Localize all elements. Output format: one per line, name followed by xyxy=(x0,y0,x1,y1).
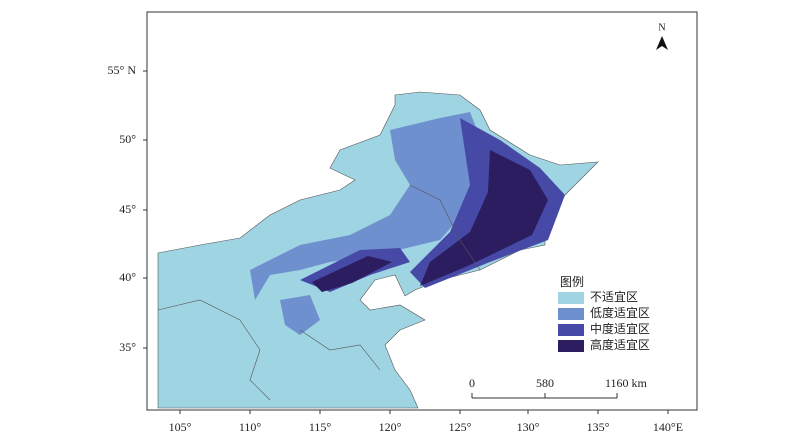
legend-swatch xyxy=(558,308,584,320)
lon-label: 125° xyxy=(449,420,472,434)
zone-high xyxy=(312,256,392,292)
lat-label: 55° N xyxy=(108,63,137,77)
legend-label: 中度适宜区 xyxy=(590,321,650,336)
lon-label: 135° xyxy=(587,420,610,434)
north-label: N xyxy=(658,22,665,33)
lon-label: 110° xyxy=(239,420,262,434)
lat-label: 35° xyxy=(119,340,136,354)
scale-bar xyxy=(471,393,618,399)
north-arrow: N xyxy=(656,22,668,50)
lat-label: 45° xyxy=(119,202,136,216)
lat-label: 50° xyxy=(119,132,136,146)
legend-label: 高度适宜区 xyxy=(590,337,650,352)
lon-label: 120° xyxy=(379,420,402,434)
lon-label: 130° xyxy=(517,420,540,434)
legend-swatch xyxy=(558,292,584,304)
lat-label: 40° xyxy=(119,270,136,284)
legend-title: 图例 xyxy=(560,275,584,289)
lon-label: 105° xyxy=(169,420,192,434)
scale-label: 1160 km xyxy=(605,376,648,390)
border xyxy=(299,329,381,371)
lon-label: 140°E xyxy=(653,420,683,434)
legend-swatch xyxy=(558,324,584,336)
legend-label: 不适宜区 xyxy=(590,289,638,304)
map-area xyxy=(157,91,599,409)
scale-label: 580 xyxy=(536,376,554,390)
lon-label: 115° xyxy=(309,420,332,434)
border xyxy=(157,299,271,401)
legend-swatch xyxy=(558,340,584,352)
border xyxy=(409,184,481,271)
legend-label: 低度适宜区 xyxy=(590,305,650,320)
scale-label: 0 xyxy=(469,376,475,390)
zone-low xyxy=(280,295,320,335)
zone-high xyxy=(420,150,548,286)
north-arrow-icon xyxy=(656,36,668,50)
zone-low xyxy=(250,112,485,300)
